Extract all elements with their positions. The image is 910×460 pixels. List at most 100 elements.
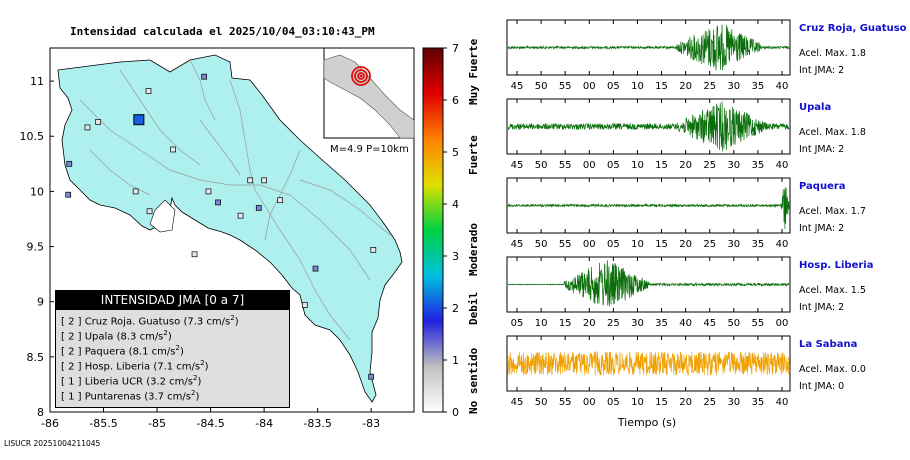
epicenter-ring [357, 72, 365, 80]
inset-magnitude-label: M=4.9 P=10km [330, 144, 409, 155]
intensity-legend: INTENSIDAD JMA [0 a 7] [ 2 ] Cruz Roja. … [55, 290, 290, 408]
legend-level: [ 1 ] [61, 391, 85, 403]
legend-station: Hosp. Liberia [84, 361, 154, 373]
waveform-tick-label: 05 [607, 239, 620, 250]
station-name: Cruz Roja, Guatuso [799, 23, 907, 34]
waveform-tick-label: 25 [703, 397, 716, 408]
station-max-accel: Acel. Max. 1.8 [799, 48, 866, 59]
waveform-tick-label: 30 [727, 239, 740, 250]
colorbar-label-muy-fuerte: Muy Fuerte [467, 38, 480, 105]
colorbar-tick-label: 2 [452, 302, 459, 315]
footer-id: LISUCR 20251004211045 [4, 439, 101, 448]
waveform-tick-label: 55 [752, 318, 765, 329]
station-marker [132, 188, 139, 195]
colorbar-label-moderado: Moderado [467, 223, 480, 276]
legend-value: (7.3 cm/s [183, 316, 231, 328]
waveform-tick-label: 05 [607, 397, 620, 408]
waveform-tick-label: 00 [583, 397, 596, 408]
waveform-tick-label: 40 [679, 318, 692, 329]
waveform-tick-label: 15 [655, 160, 668, 171]
waveform-trace [507, 351, 790, 376]
legend-value: (7.1 cm/s [153, 361, 201, 373]
waveform-tick-label: 40 [776, 160, 789, 171]
colorbar: 7 6 5 4 3 2 1 0 [422, 42, 459, 419]
station-name: Hosp. Liberia [799, 260, 874, 271]
land-costa-rica [57, 54, 403, 403]
legend-level: [ 2 ] [61, 361, 85, 373]
waveform-trace [507, 101, 790, 152]
map-x-tick-label: -83.5 [303, 417, 331, 430]
map-y-tick-label: 11 [30, 75, 44, 88]
waveform-tick-label: 35 [752, 160, 765, 171]
legend-station: Upala [84, 331, 117, 343]
legend-station: Puntarenas [84, 391, 145, 403]
waveform-tick-label: 05 [607, 160, 620, 171]
legend-level: [ 1 ] [61, 376, 85, 388]
legend-level: [ 2 ] [61, 316, 85, 328]
legend-value-close: ) [167, 331, 172, 343]
legend-value: (8.1 cm/s [128, 346, 176, 358]
station-name: Upala [799, 102, 832, 113]
legend-station: Liberia UCR [84, 376, 147, 388]
station-layer [65, 73, 377, 380]
station-marker [201, 73, 208, 80]
station-marker [301, 302, 308, 308]
station-jma-intensity: Int JMA: 2 [799, 65, 845, 76]
legend-level: [ 2 ] [61, 346, 85, 358]
waveform-tick-label: 15 [655, 397, 668, 408]
station-marker [191, 251, 198, 258]
legend-value: (8.3 cm/s [116, 331, 164, 343]
waveform-tick-label: 05 [511, 318, 524, 329]
map-x-tick-label: -85.5 [89, 417, 117, 430]
station-marker [255, 205, 262, 211]
colorbar-tick-label: 3 [452, 250, 459, 263]
map-x-tick-label: -85 [148, 417, 166, 430]
waveform-tick-label: 50 [535, 160, 548, 171]
station-marker [277, 197, 284, 204]
waveform-tick-label: 05 [607, 81, 620, 92]
map-y-tick-label: 9 [37, 296, 44, 309]
waveform-tick-label: 35 [752, 81, 765, 92]
station-max-accel: Acel. Max. 1.7 [799, 206, 866, 217]
legend-unit-exponent: 2 [191, 389, 196, 397]
legend-unit-exponent: 2 [230, 314, 235, 322]
waveform-tick-label: 40 [776, 81, 789, 92]
station-marker [95, 119, 102, 125]
station-marker [205, 188, 212, 195]
station-jma-intensity: Int JMA: 0 [799, 381, 845, 392]
waveform-tick-label: 35 [752, 239, 765, 250]
waveform-tick-label: 40 [776, 239, 789, 250]
waveform-tick-label: 30 [727, 160, 740, 171]
map-x-tick-label: -86 [41, 417, 59, 430]
waveform-tick-label: 55 [559, 81, 572, 92]
epicenter-ring [354, 69, 368, 83]
map-x-axis: -86 -85.5 -85 -84.5 -84 -83.5 -83 [41, 408, 380, 430]
colorbar-tick-label: 5 [452, 146, 459, 159]
waveform-tick-label: 00 [583, 160, 596, 171]
epicenter-marker [351, 66, 371, 86]
map-y-tick-label: 8 [37, 406, 44, 419]
waveform-tick-label: 10 [631, 81, 644, 92]
waveform-tick-label: 50 [535, 397, 548, 408]
map-y-tick-label: 10.5 [20, 130, 45, 143]
station-marker [261, 177, 267, 184]
station-marker [65, 191, 72, 198]
station-marker [370, 247, 377, 253]
legend-row: [ 2 ] Paquera (8.1 cm/s2) [61, 344, 184, 357]
legend-row: [ 2 ] Upala (8.3 cm/s2) [61, 329, 172, 342]
gulf-nicoya [149, 199, 176, 233]
station-marker-jma-2 [133, 114, 145, 126]
map-x-tick-label: -84.5 [196, 417, 224, 430]
map-x-tick-label: -84 [255, 417, 273, 430]
waveform-tick-label: 20 [679, 81, 692, 92]
station-marker [84, 124, 91, 131]
legend-value-close: ) [179, 346, 184, 358]
epicenter-dot [359, 74, 363, 78]
colorbar-tick-label: 0 [452, 406, 459, 419]
legend-unit-exponent: 2 [175, 344, 180, 352]
legend-row: [ 2 ] Hosp. Liberia (7.1 cm/s2) [61, 359, 209, 372]
legend-value: (3.7 cm/s [144, 391, 191, 403]
chart-title: Intensidad calculada el 2025/10/04_03:10… [70, 25, 375, 38]
station-name: La Sabana [799, 339, 858, 350]
waveform-tick-label: 45 [511, 160, 524, 171]
